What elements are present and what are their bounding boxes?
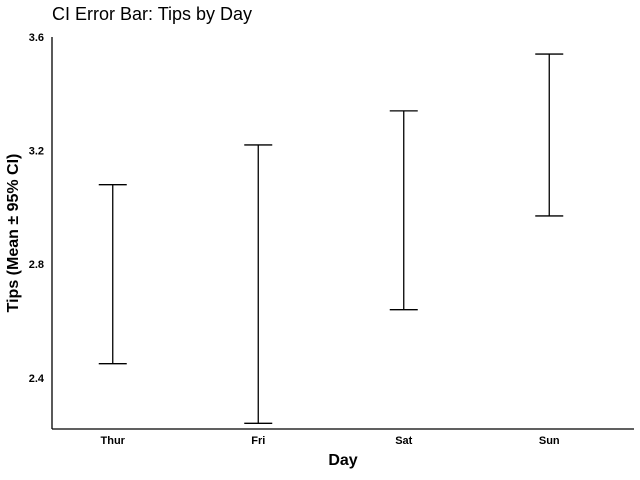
- x-tick-label: Fri: [251, 435, 265, 447]
- error-bar-fri: [244, 144, 273, 424]
- chart-title: CI Error Bar: Tips by Day: [52, 4, 252, 24]
- y-tick-label: 2.8: [29, 259, 44, 271]
- error-bar-sat: [389, 110, 418, 311]
- error-bar-thur: [98, 184, 127, 365]
- y-axis-ticks: 2.4 2.8 3.2 3.6: [29, 32, 45, 385]
- x-tick-label: Sun: [539, 435, 560, 447]
- x-tick-label: Thur: [101, 435, 126, 447]
- error-bar-sun: [535, 53, 564, 217]
- x-tick-label: Sat: [395, 435, 412, 447]
- x-axis-label: Day: [328, 452, 357, 469]
- x-axis-ticks: Thur Fri Sat Sun: [101, 435, 560, 447]
- y-tick-label: 3.2: [29, 146, 44, 158]
- y-axis-label: Tips (Mean ± 95% CI): [5, 154, 22, 313]
- error-bars: [98, 53, 564, 424]
- y-tick-label: 2.4: [29, 373, 45, 385]
- y-tick-label: 3.6: [29, 32, 44, 44]
